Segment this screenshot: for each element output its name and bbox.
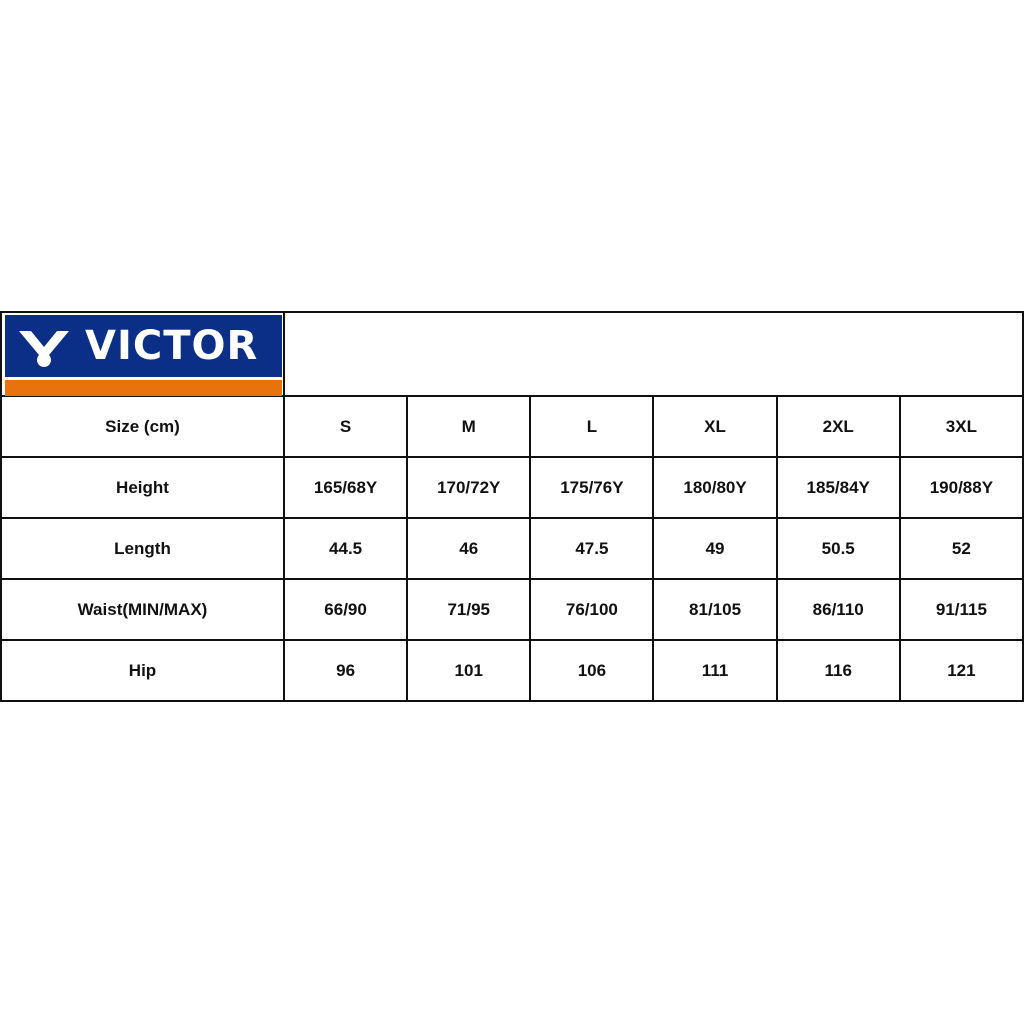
- table-cell: 71/95: [406, 578, 532, 641]
- table-cell: 50.5: [775, 517, 901, 580]
- table-cell: 175/76Y: [529, 456, 655, 519]
- table-cell: 165/68Y: [282, 456, 409, 519]
- table-cell: 86/110: [775, 578, 901, 641]
- table-cell: 111: [652, 639, 778, 702]
- table-cell: 116: [775, 639, 901, 702]
- size-header: 2XL: [775, 395, 901, 458]
- table-cell: 76/100: [529, 578, 655, 641]
- table-cell: 96: [282, 639, 409, 702]
- logo-row: VICTOR: [0, 311, 1024, 397]
- table-row: Hip 96 101 106 111 116 121: [0, 639, 1024, 702]
- row-label: Waist(MIN/MAX): [0, 578, 285, 641]
- table-cell: 52: [898, 517, 1024, 580]
- row-label: Height: [0, 456, 285, 519]
- row-label: Hip: [0, 639, 285, 702]
- logo-wordmark: VICTOR: [85, 323, 259, 369]
- table-header-row: Size (cm) S M L XL 2XL 3XL: [0, 395, 1024, 458]
- table-cell: 190/88Y: [898, 456, 1024, 519]
- table-cell: 49: [652, 517, 778, 580]
- table-cell: 185/84Y: [775, 456, 901, 519]
- table-cell: 106: [529, 639, 655, 702]
- logo-orange-bar: [5, 380, 282, 396]
- table-row: Height 165/68Y 170/72Y 175/76Y 180/80Y 1…: [0, 456, 1024, 519]
- table-cell: 101: [406, 639, 532, 702]
- row-label: Length: [0, 517, 285, 580]
- table-cell: 46: [406, 517, 532, 580]
- table-row: Waist(MIN/MAX) 66/90 71/95 76/100 81/105…: [0, 578, 1024, 641]
- table-cell: 66/90: [282, 578, 409, 641]
- size-header: M: [406, 395, 532, 458]
- table-cell: 121: [898, 639, 1024, 702]
- table-cell: 91/115: [898, 578, 1024, 641]
- table-cell: 81/105: [652, 578, 778, 641]
- size-header: XL: [652, 395, 778, 458]
- size-chart-table: VICTOR Size (cm) S M L XL 2XL 3XL Height…: [0, 311, 1024, 702]
- victor-logo: VICTOR: [3, 313, 282, 396]
- size-header: 3XL: [898, 395, 1024, 458]
- size-header: L: [529, 395, 655, 458]
- table-cell: 44.5: [282, 517, 409, 580]
- empty-header-cell: [283, 311, 1024, 397]
- table-row: Length 44.5 46 47.5 49 50.5 52: [0, 517, 1024, 580]
- size-header: S: [282, 395, 409, 458]
- table-cell: 47.5: [529, 517, 655, 580]
- logo-cell: VICTOR: [0, 311, 285, 397]
- table-cell: 180/80Y: [652, 456, 778, 519]
- row-label: Size (cm): [0, 395, 285, 458]
- shuttlecock-logo-icon: [19, 331, 69, 367]
- table-cell: 170/72Y: [406, 456, 532, 519]
